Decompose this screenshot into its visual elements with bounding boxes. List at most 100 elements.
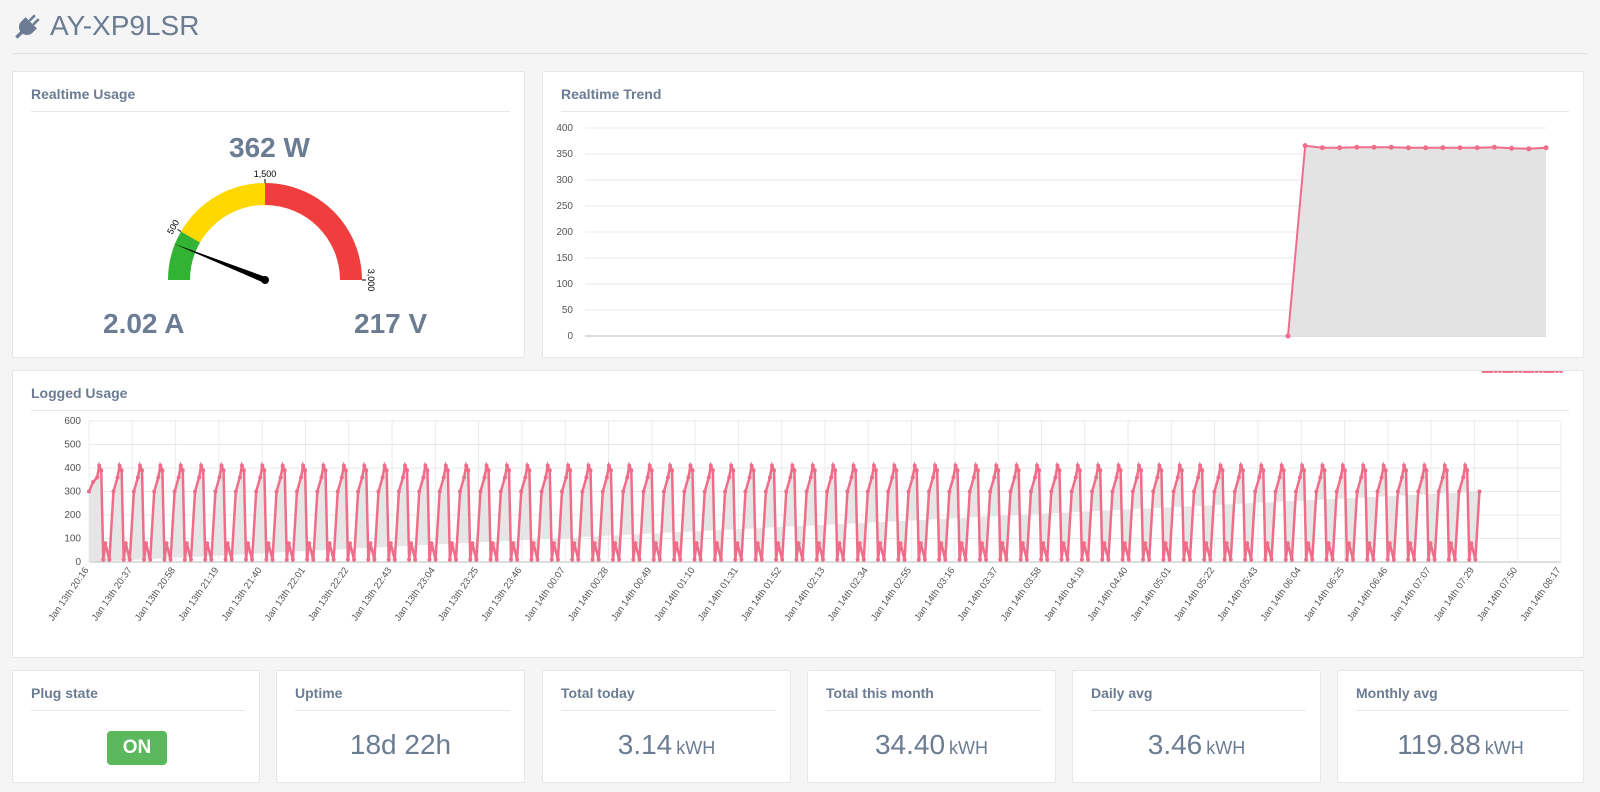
- data-point: [184, 541, 189, 546]
- data-point: [1224, 541, 1229, 546]
- data-point: [645, 475, 650, 480]
- data-point: [193, 489, 198, 494]
- data-point: [1432, 557, 1437, 562]
- data-point: [861, 557, 866, 562]
- data-point: [1094, 475, 1099, 480]
- data-point: [551, 541, 556, 546]
- data-point: [992, 475, 997, 480]
- data-point: [1004, 557, 1009, 562]
- x-tick-label: Jan 14th 01:10: [653, 565, 698, 623]
- data-point: [121, 557, 126, 562]
- x-tick-label: Jan 14th 05:22: [1172, 565, 1217, 623]
- data-point: [1440, 145, 1446, 151]
- data-point: [1075, 463, 1080, 468]
- data-point: [225, 541, 230, 546]
- data-point: [445, 468, 450, 473]
- uptime-panel: Uptime 18d 22h: [276, 670, 525, 783]
- gauge-band: [265, 183, 362, 280]
- data-point: [1136, 463, 1141, 468]
- data-point: [405, 468, 410, 473]
- data-point: [1100, 557, 1105, 562]
- data-point: [488, 557, 493, 562]
- data-point: [649, 468, 654, 473]
- data-point: [1277, 475, 1282, 480]
- data-point: [1391, 557, 1396, 562]
- data-point: [1181, 557, 1186, 562]
- data-point: [1098, 468, 1103, 473]
- data-point: [131, 489, 136, 494]
- data-point: [400, 475, 405, 480]
- data-point: [266, 541, 271, 546]
- data-point: [1314, 489, 1319, 494]
- data-point: [947, 489, 952, 494]
- data-point: [1448, 541, 1453, 546]
- data-point: [1228, 557, 1233, 562]
- panel-title: Uptime: [295, 685, 510, 711]
- data-point: [943, 557, 948, 562]
- data-point: [539, 489, 544, 494]
- data-point: [1096, 463, 1101, 468]
- data-point: [137, 463, 142, 468]
- data-point: [1467, 557, 1472, 562]
- data-point: [523, 475, 528, 480]
- data-point: [1473, 557, 1478, 562]
- y-tick-label: 400: [556, 123, 573, 134]
- data-point: [957, 557, 962, 562]
- data-point: [341, 463, 346, 468]
- data-point: [352, 557, 357, 562]
- data-point: [1134, 475, 1139, 480]
- data-point: [698, 557, 703, 562]
- data-point: [1457, 145, 1463, 151]
- data-point: [527, 468, 532, 473]
- data-point: [984, 557, 989, 562]
- data-point: [763, 489, 768, 494]
- x-tick-label: Jan 14th 06:04: [1259, 565, 1304, 623]
- data-point: [753, 557, 758, 562]
- data-point: [1395, 489, 1400, 494]
- data-point: [372, 557, 377, 562]
- data-point: [625, 475, 630, 480]
- data-point: [1059, 557, 1064, 562]
- data-point: [690, 468, 695, 473]
- data-point: [1032, 475, 1037, 480]
- data-point: [152, 489, 157, 494]
- data-point: [241, 468, 246, 473]
- data-point: [890, 475, 895, 480]
- data-point: [606, 463, 611, 468]
- data-point: [555, 557, 560, 562]
- data-point: [325, 557, 330, 562]
- x-tick-label: Jan 14th 07:29: [1432, 565, 1477, 623]
- data-point: [529, 557, 534, 562]
- data-point: [955, 468, 960, 473]
- data-point: [1037, 468, 1042, 473]
- data-point: [519, 489, 524, 494]
- data-point: [233, 489, 238, 494]
- data-point: [148, 557, 153, 562]
- data-point: [1028, 489, 1033, 494]
- data-point: [87, 489, 91, 494]
- data-point: [559, 489, 564, 494]
- data-point: [1053, 475, 1058, 480]
- x-tick-label: Jan 14th 02:55: [869, 565, 914, 623]
- data-point: [388, 541, 393, 546]
- data-point: [1351, 557, 1356, 562]
- data-point: [1365, 557, 1370, 562]
- data-point: [1130, 489, 1135, 494]
- data-point: [845, 489, 850, 494]
- data-point: [1236, 475, 1241, 480]
- data-point: [833, 468, 838, 473]
- plug-state-badge[interactable]: ON: [107, 731, 167, 765]
- data-point: [1061, 541, 1066, 546]
- data-point: [971, 475, 976, 480]
- realtime-usage-panel: Realtime Usage 362 W 500 1,500 3,000 2.02 …: [12, 71, 525, 358]
- data-point: [1465, 468, 1470, 473]
- data-point: [641, 489, 646, 494]
- data-point: [180, 468, 185, 473]
- data-point: [1424, 468, 1429, 473]
- data-point: [959, 541, 964, 546]
- data-point: [1530, 371, 1535, 373]
- data-point: [816, 541, 821, 546]
- data-point: [142, 557, 147, 562]
- data-point: [447, 557, 452, 562]
